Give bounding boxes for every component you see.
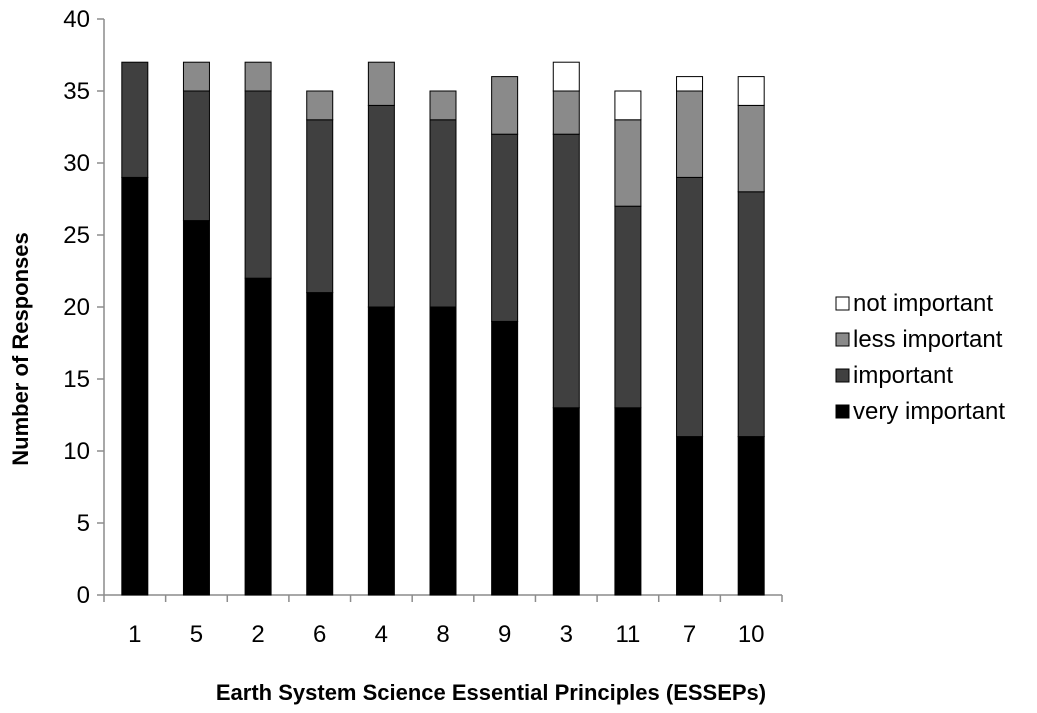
y-axis-title: Number of Responses — [8, 232, 33, 466]
x-tick-label: 2 — [251, 621, 264, 648]
x-tick-label: 8 — [436, 621, 449, 648]
legend-swatch — [835, 296, 850, 311]
y-tick-label: 25 — [63, 222, 90, 249]
bar-segment-less-important — [491, 76, 519, 135]
bar-segment-less-important — [429, 90, 457, 121]
x-tick-label: 11 — [615, 621, 640, 648]
x-tick-label: 5 — [190, 621, 203, 648]
bar-segment-less-important — [182, 61, 210, 92]
legend-label: very important — [853, 398, 1005, 425]
bar-segment-important — [676, 176, 704, 438]
bar-segment-very-important — [676, 436, 704, 596]
bar-segment-important — [737, 191, 765, 438]
bar-segment-not-important — [676, 76, 704, 92]
y-tick-label: 20 — [63, 294, 90, 321]
x-tick-label: 4 — [375, 621, 388, 648]
x-axis-title: Earth System Science Essential Principle… — [216, 680, 766, 705]
bar-segment-very-important — [244, 277, 272, 596]
bar-segment-very-important — [737, 436, 765, 596]
bar-segment-less-important — [306, 90, 334, 121]
x-tick-label: 3 — [560, 621, 573, 648]
legend-label: important — [853, 362, 953, 389]
bar-segment-important — [614, 205, 642, 409]
y-tick-label: 30 — [63, 150, 90, 177]
bar-segment-important — [244, 90, 272, 279]
bar-segment-not-important — [552, 61, 580, 92]
bar-segment-less-important — [737, 104, 765, 193]
bars — [121, 61, 765, 596]
bar-segment-less-important — [552, 90, 580, 135]
legend: not important less important important very… — [835, 290, 1005, 425]
x-tick-label: 7 — [683, 621, 696, 648]
bar-segment-not-important — [614, 90, 642, 121]
y-tick-label: 35 — [63, 78, 90, 105]
bar-segment-important — [429, 119, 457, 308]
bar-segment-less-important — [244, 61, 272, 92]
y-tick-label: 10 — [63, 438, 90, 465]
x-tick-label: 9 — [498, 621, 511, 648]
bar-segment-very-important — [491, 320, 519, 596]
bar-segment-less-important — [676, 90, 704, 178]
bar-segment-less-important — [367, 61, 395, 106]
legend-label: not important — [853, 290, 993, 317]
bar-segment-very-important — [367, 306, 395, 596]
y-tick-label: 15 — [63, 366, 90, 393]
bar-segment-less-important — [614, 119, 642, 207]
legend-label: less important — [853, 326, 1003, 353]
bar-segment-very-important — [552, 407, 580, 596]
bar-segment-important — [306, 119, 334, 294]
bar-segment-very-important — [429, 306, 457, 596]
x-axis: 1 5 2 6 4 8 9 3 11 7 10 — [103, 594, 783, 648]
bar-segment-important — [552, 133, 580, 409]
x-tick-label: 6 — [313, 621, 326, 648]
y-tick-label: 40 — [63, 6, 90, 33]
bar-segment-not-important — [737, 76, 765, 106]
bar-segment-very-important — [306, 292, 334, 596]
bar-segment-important — [182, 90, 210, 222]
x-tick-label: 1 — [128, 621, 141, 648]
legend-swatch — [835, 404, 850, 419]
bar-segment-very-important — [614, 407, 642, 596]
legend-swatch — [835, 368, 850, 383]
legend-swatch — [835, 332, 850, 347]
y-tick-label: 0 — [77, 582, 90, 609]
bar-segment-important — [121, 61, 149, 178]
bar-segment-very-important — [182, 220, 210, 596]
y-axis: 0 5 10 15 20 25 30 35 40 — [63, 6, 105, 609]
x-tick-label: 10 — [738, 621, 765, 648]
bar-segment-important — [491, 133, 519, 322]
y-tick-label: 5 — [77, 510, 90, 537]
bar-segment-very-important — [121, 176, 149, 596]
bar-segment-important — [367, 104, 395, 308]
